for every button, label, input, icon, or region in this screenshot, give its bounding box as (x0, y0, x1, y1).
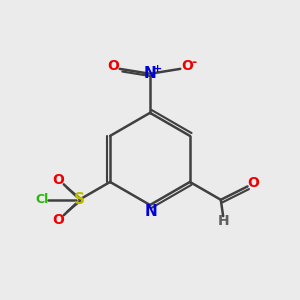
Text: N: N (144, 66, 156, 81)
Text: O: O (181, 59, 193, 73)
Text: N: N (145, 204, 158, 219)
Text: O: O (107, 59, 119, 73)
Text: O: O (52, 173, 64, 187)
Text: -: - (191, 56, 196, 68)
Text: +: + (152, 64, 162, 74)
Text: Cl: Cl (36, 193, 49, 206)
Text: O: O (248, 176, 260, 190)
Text: H: H (218, 214, 229, 229)
Text: S: S (74, 192, 85, 207)
Text: O: O (52, 213, 64, 227)
